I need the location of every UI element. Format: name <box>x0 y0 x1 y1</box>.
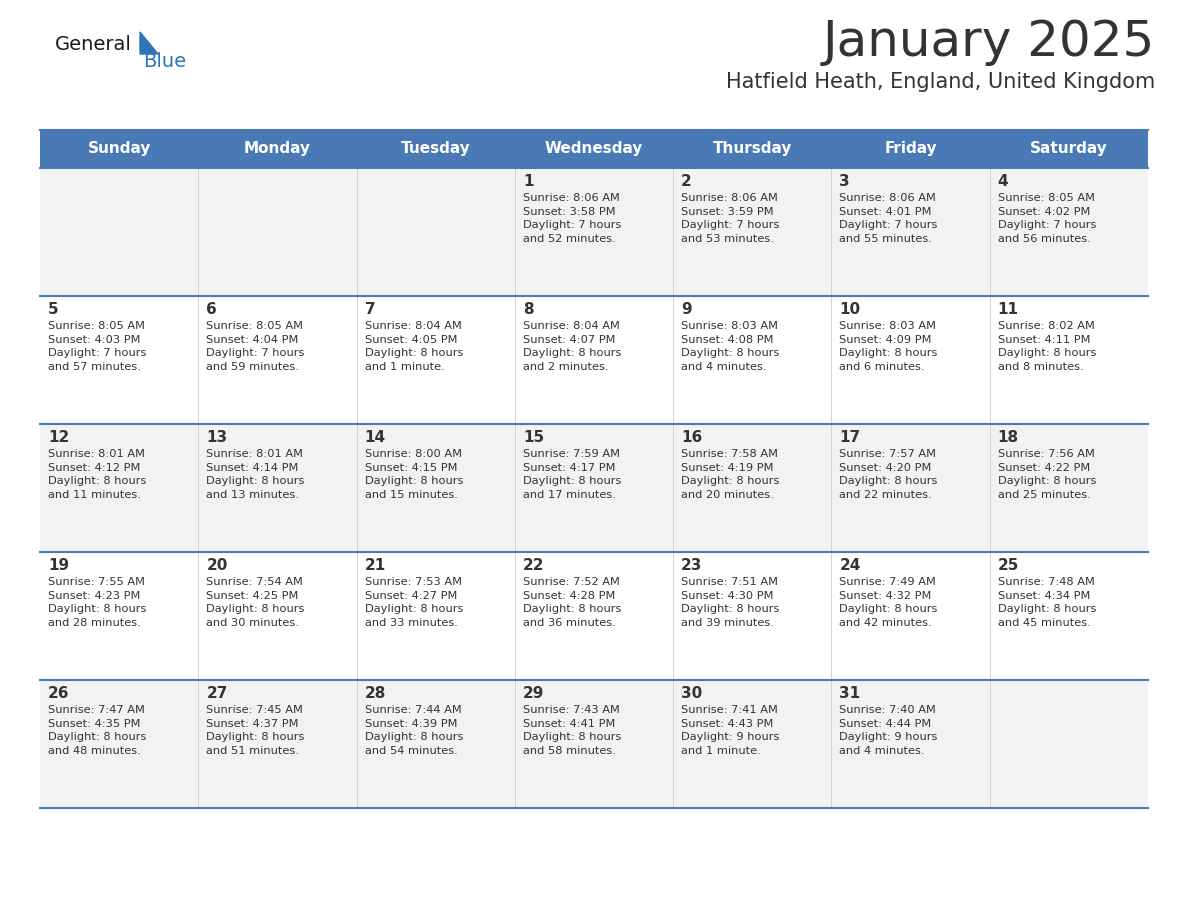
Text: 4: 4 <box>998 174 1009 189</box>
Text: Sunrise: 8:03 AM
Sunset: 4:08 PM
Daylight: 8 hours
and 4 minutes.: Sunrise: 8:03 AM Sunset: 4:08 PM Dayligh… <box>681 321 779 372</box>
Text: 9: 9 <box>681 302 691 317</box>
Text: Sunrise: 8:06 AM
Sunset: 4:01 PM
Daylight: 7 hours
and 55 minutes.: Sunrise: 8:06 AM Sunset: 4:01 PM Dayligh… <box>840 193 937 244</box>
Text: Blue: Blue <box>143 52 187 71</box>
Bar <box>40 424 1148 552</box>
Text: 25: 25 <box>998 558 1019 573</box>
Text: Sunrise: 7:54 AM
Sunset: 4:25 PM
Daylight: 8 hours
and 30 minutes.: Sunrise: 7:54 AM Sunset: 4:25 PM Dayligh… <box>207 577 304 628</box>
Text: Sunrise: 8:05 AM
Sunset: 4:04 PM
Daylight: 7 hours
and 59 minutes.: Sunrise: 8:05 AM Sunset: 4:04 PM Dayligh… <box>207 321 304 372</box>
Text: Sunrise: 8:05 AM
Sunset: 4:03 PM
Daylight: 7 hours
and 57 minutes.: Sunrise: 8:05 AM Sunset: 4:03 PM Dayligh… <box>48 321 146 372</box>
Text: 31: 31 <box>840 686 860 701</box>
Text: 16: 16 <box>681 430 702 445</box>
Text: Sunrise: 7:53 AM
Sunset: 4:27 PM
Daylight: 8 hours
and 33 minutes.: Sunrise: 7:53 AM Sunset: 4:27 PM Dayligh… <box>365 577 463 628</box>
Text: Sunrise: 7:56 AM
Sunset: 4:22 PM
Daylight: 8 hours
and 25 minutes.: Sunrise: 7:56 AM Sunset: 4:22 PM Dayligh… <box>998 449 1097 499</box>
Polygon shape <box>140 32 158 54</box>
Text: Sunrise: 7:59 AM
Sunset: 4:17 PM
Daylight: 8 hours
and 17 minutes.: Sunrise: 7:59 AM Sunset: 4:17 PM Dayligh… <box>523 449 621 499</box>
Text: January 2025: January 2025 <box>823 18 1155 66</box>
Text: Sunrise: 8:05 AM
Sunset: 4:02 PM
Daylight: 7 hours
and 56 minutes.: Sunrise: 8:05 AM Sunset: 4:02 PM Dayligh… <box>998 193 1097 244</box>
Text: Wednesday: Wednesday <box>545 141 643 156</box>
Text: 6: 6 <box>207 302 217 317</box>
Text: Sunrise: 8:04 AM
Sunset: 4:07 PM
Daylight: 8 hours
and 2 minutes.: Sunrise: 8:04 AM Sunset: 4:07 PM Dayligh… <box>523 321 621 372</box>
Text: Sunrise: 7:55 AM
Sunset: 4:23 PM
Daylight: 8 hours
and 28 minutes.: Sunrise: 7:55 AM Sunset: 4:23 PM Dayligh… <box>48 577 146 628</box>
Text: Sunrise: 7:58 AM
Sunset: 4:19 PM
Daylight: 8 hours
and 20 minutes.: Sunrise: 7:58 AM Sunset: 4:19 PM Dayligh… <box>681 449 779 499</box>
Text: 10: 10 <box>840 302 860 317</box>
Text: 26: 26 <box>48 686 70 701</box>
Text: 14: 14 <box>365 430 386 445</box>
Text: Sunrise: 7:40 AM
Sunset: 4:44 PM
Daylight: 9 hours
and 4 minutes.: Sunrise: 7:40 AM Sunset: 4:44 PM Dayligh… <box>840 705 937 756</box>
Text: 23: 23 <box>681 558 702 573</box>
Text: Sunrise: 7:45 AM
Sunset: 4:37 PM
Daylight: 8 hours
and 51 minutes.: Sunrise: 7:45 AM Sunset: 4:37 PM Dayligh… <box>207 705 304 756</box>
Bar <box>40 130 1148 168</box>
Text: 30: 30 <box>681 686 702 701</box>
Text: 5: 5 <box>48 302 58 317</box>
Bar <box>40 296 1148 424</box>
Text: 24: 24 <box>840 558 861 573</box>
Text: Sunrise: 8:00 AM
Sunset: 4:15 PM
Daylight: 8 hours
and 15 minutes.: Sunrise: 8:00 AM Sunset: 4:15 PM Dayligh… <box>365 449 463 499</box>
Text: Sunrise: 8:03 AM
Sunset: 4:09 PM
Daylight: 8 hours
and 6 minutes.: Sunrise: 8:03 AM Sunset: 4:09 PM Dayligh… <box>840 321 937 372</box>
Text: 7: 7 <box>365 302 375 317</box>
Text: Sunrise: 7:49 AM
Sunset: 4:32 PM
Daylight: 8 hours
and 42 minutes.: Sunrise: 7:49 AM Sunset: 4:32 PM Dayligh… <box>840 577 937 628</box>
Text: 8: 8 <box>523 302 533 317</box>
Text: 3: 3 <box>840 174 851 189</box>
Text: Sunrise: 7:48 AM
Sunset: 4:34 PM
Daylight: 8 hours
and 45 minutes.: Sunrise: 7:48 AM Sunset: 4:34 PM Dayligh… <box>998 577 1097 628</box>
Text: Saturday: Saturday <box>1030 141 1107 156</box>
Text: 17: 17 <box>840 430 860 445</box>
Bar <box>40 168 1148 296</box>
Text: Hatfield Heath, England, United Kingdom: Hatfield Heath, England, United Kingdom <box>726 72 1155 92</box>
Text: Sunrise: 8:04 AM
Sunset: 4:05 PM
Daylight: 8 hours
and 1 minute.: Sunrise: 8:04 AM Sunset: 4:05 PM Dayligh… <box>365 321 463 372</box>
Text: Thursday: Thursday <box>713 141 792 156</box>
Text: 29: 29 <box>523 686 544 701</box>
Text: Sunrise: 7:47 AM
Sunset: 4:35 PM
Daylight: 8 hours
and 48 minutes.: Sunrise: 7:47 AM Sunset: 4:35 PM Dayligh… <box>48 705 146 756</box>
Text: 12: 12 <box>48 430 69 445</box>
Text: General: General <box>55 35 132 54</box>
Text: 13: 13 <box>207 430 227 445</box>
Text: 18: 18 <box>998 430 1019 445</box>
Text: Sunrise: 7:51 AM
Sunset: 4:30 PM
Daylight: 8 hours
and 39 minutes.: Sunrise: 7:51 AM Sunset: 4:30 PM Dayligh… <box>681 577 779 628</box>
Bar <box>40 680 1148 808</box>
Text: 15: 15 <box>523 430 544 445</box>
Text: Monday: Monday <box>244 141 311 156</box>
Text: 2: 2 <box>681 174 691 189</box>
Text: Sunrise: 8:02 AM
Sunset: 4:11 PM
Daylight: 8 hours
and 8 minutes.: Sunrise: 8:02 AM Sunset: 4:11 PM Dayligh… <box>998 321 1097 372</box>
Text: 21: 21 <box>365 558 386 573</box>
Text: Sunrise: 7:41 AM
Sunset: 4:43 PM
Daylight: 9 hours
and 1 minute.: Sunrise: 7:41 AM Sunset: 4:43 PM Dayligh… <box>681 705 779 756</box>
Text: 22: 22 <box>523 558 544 573</box>
Text: 19: 19 <box>48 558 69 573</box>
Text: 20: 20 <box>207 558 228 573</box>
Text: 27: 27 <box>207 686 228 701</box>
Text: Sunrise: 7:52 AM
Sunset: 4:28 PM
Daylight: 8 hours
and 36 minutes.: Sunrise: 7:52 AM Sunset: 4:28 PM Dayligh… <box>523 577 621 628</box>
Text: 1: 1 <box>523 174 533 189</box>
Text: Sunrise: 8:06 AM
Sunset: 3:58 PM
Daylight: 7 hours
and 52 minutes.: Sunrise: 8:06 AM Sunset: 3:58 PM Dayligh… <box>523 193 621 244</box>
Text: Friday: Friday <box>884 141 937 156</box>
Text: Sunrise: 7:57 AM
Sunset: 4:20 PM
Daylight: 8 hours
and 22 minutes.: Sunrise: 7:57 AM Sunset: 4:20 PM Dayligh… <box>840 449 937 499</box>
Bar <box>40 552 1148 680</box>
Text: Tuesday: Tuesday <box>400 141 470 156</box>
Text: Sunrise: 8:01 AM
Sunset: 4:14 PM
Daylight: 8 hours
and 13 minutes.: Sunrise: 8:01 AM Sunset: 4:14 PM Dayligh… <box>207 449 304 499</box>
Text: 11: 11 <box>998 302 1019 317</box>
Text: Sunday: Sunday <box>88 141 151 156</box>
Text: Sunrise: 8:01 AM
Sunset: 4:12 PM
Daylight: 8 hours
and 11 minutes.: Sunrise: 8:01 AM Sunset: 4:12 PM Dayligh… <box>48 449 146 499</box>
Text: Sunrise: 7:43 AM
Sunset: 4:41 PM
Daylight: 8 hours
and 58 minutes.: Sunrise: 7:43 AM Sunset: 4:41 PM Dayligh… <box>523 705 621 756</box>
Text: 28: 28 <box>365 686 386 701</box>
Text: Sunrise: 8:06 AM
Sunset: 3:59 PM
Daylight: 7 hours
and 53 minutes.: Sunrise: 8:06 AM Sunset: 3:59 PM Dayligh… <box>681 193 779 244</box>
Text: Sunrise: 7:44 AM
Sunset: 4:39 PM
Daylight: 8 hours
and 54 minutes.: Sunrise: 7:44 AM Sunset: 4:39 PM Dayligh… <box>365 705 463 756</box>
